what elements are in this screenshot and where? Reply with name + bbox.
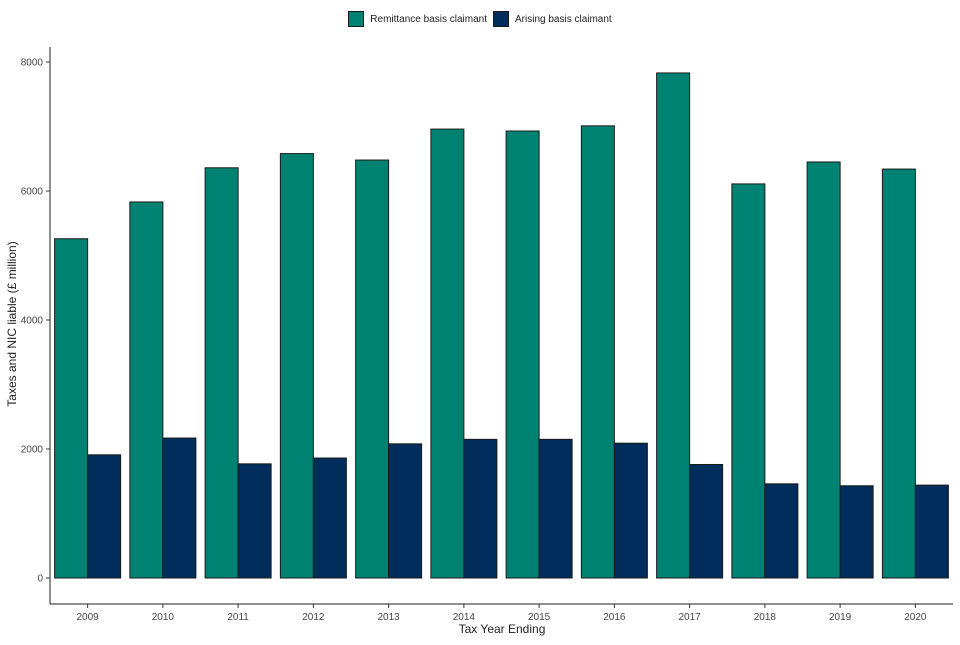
bar-arising-2018 bbox=[764, 483, 799, 579]
bar-remittance-2015 bbox=[505, 130, 540, 579]
x-tick-label-2020: 2020 bbox=[904, 612, 927, 623]
bar-arising-2016 bbox=[613, 442, 648, 579]
bar-remittance-2012 bbox=[279, 153, 314, 579]
bar-arising-2012 bbox=[312, 457, 347, 579]
legend: Remittance basis claimant Arising basis … bbox=[0, 11, 960, 27]
bar-arising-2019 bbox=[839, 485, 874, 579]
bar-arising-2013 bbox=[388, 443, 423, 579]
bar-arising-2017 bbox=[689, 463, 724, 579]
bar-arising-2009 bbox=[87, 454, 122, 579]
bar-arising-2014 bbox=[463, 438, 498, 579]
x-tick-label-2019: 2019 bbox=[829, 612, 852, 623]
bar-remittance-2014 bbox=[430, 128, 465, 579]
x-tick-label-2016: 2016 bbox=[603, 612, 626, 623]
y-tick-label-6000: 6000 bbox=[21, 187, 44, 198]
bar-remittance-2009 bbox=[54, 238, 89, 579]
x-tick-label-2013: 2013 bbox=[378, 612, 401, 623]
bar-remittance-2013 bbox=[355, 159, 390, 579]
x-tick-label-2009: 2009 bbox=[77, 612, 100, 623]
bar-remittance-2010 bbox=[129, 201, 164, 579]
x-tick-label-2018: 2018 bbox=[754, 612, 777, 623]
x-tick-label-2012: 2012 bbox=[302, 612, 325, 623]
x-tick-label-2015: 2015 bbox=[528, 612, 551, 623]
legend-item-arising: Arising basis claimant bbox=[493, 11, 612, 27]
bar-remittance-2016 bbox=[580, 125, 615, 579]
x-axis-label: Tax Year Ending bbox=[459, 622, 546, 636]
x-tick-label-2011: 2011 bbox=[227, 612, 249, 623]
bar-arising-2010 bbox=[162, 437, 197, 579]
bar-remittance-2017 bbox=[656, 72, 691, 579]
bar-arising-2020 bbox=[914, 484, 949, 579]
bar-arising-2011 bbox=[237, 463, 272, 579]
legend-label-remittance: Remittance basis claimant bbox=[370, 13, 487, 25]
legend-item-remittance: Remittance basis claimant bbox=[348, 11, 487, 27]
bar-remittance-2011 bbox=[204, 167, 239, 579]
x-tick-label-2017: 2017 bbox=[679, 612, 702, 623]
bar-remittance-2018 bbox=[731, 183, 766, 579]
bar-remittance-2019 bbox=[806, 161, 841, 579]
x-tick-label-2010: 2010 bbox=[152, 612, 175, 623]
x-tick-label-2014: 2014 bbox=[453, 612, 476, 623]
bar-remittance-2020 bbox=[881, 168, 916, 579]
bar-arising-2015 bbox=[538, 438, 573, 579]
legend-label-arising: Arising basis claimant bbox=[515, 13, 612, 25]
y-axis-label: Taxes and NIC liable (£ million) bbox=[5, 241, 19, 406]
bars-group bbox=[54, 72, 949, 579]
axes-group: 2009 2010 2011 2012 2013 2014 2015 2016 2017 2018… bbox=[21, 47, 953, 623]
legend-swatch-arising bbox=[493, 11, 509, 27]
y-tick-label-0: 0 bbox=[37, 574, 43, 585]
legend-swatch-remittance bbox=[348, 11, 365, 27]
y-tick-label-8000: 8000 bbox=[21, 58, 44, 69]
y-tick-label-4000: 4000 bbox=[21, 316, 44, 327]
y-tick-label-2000: 2000 bbox=[21, 445, 44, 456]
